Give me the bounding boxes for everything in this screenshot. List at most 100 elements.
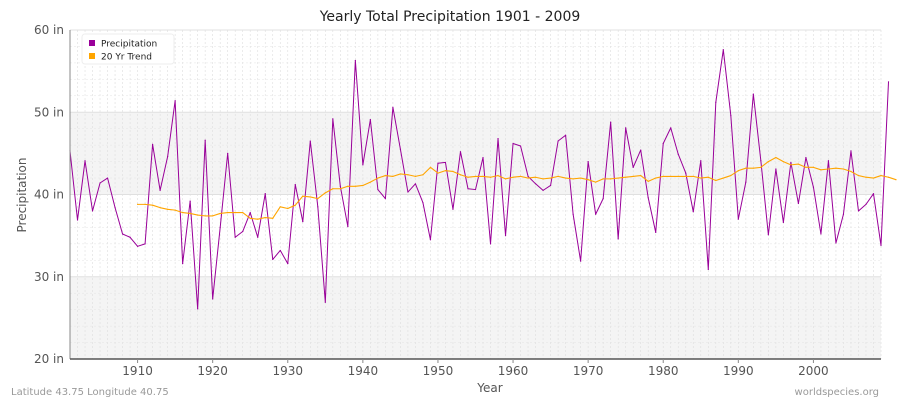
data-point-precipitation <box>287 262 289 265</box>
data-point-precipitation <box>167 156 169 158</box>
data-point-precipitation <box>437 162 439 164</box>
data-point-precipitation <box>136 245 139 247</box>
data-point-precipitation <box>557 140 559 142</box>
data-point-precipitation <box>534 183 537 185</box>
data-point-precipitation <box>730 114 732 117</box>
data-point-precipitation <box>707 268 709 270</box>
data-point-20-yr-trend <box>565 177 567 179</box>
data-point-20-yr-trend <box>332 188 334 190</box>
data-point-20-yr-trend <box>842 168 845 170</box>
data-point-20-yr-trend <box>692 175 694 177</box>
data-point-precipitation <box>865 203 867 205</box>
data-point-precipitation <box>542 189 544 191</box>
data-point-20-yr-trend <box>242 212 244 214</box>
data-point-precipitation <box>264 193 266 195</box>
data-point-20-yr-trend <box>422 174 424 176</box>
data-point-precipitation <box>377 188 379 191</box>
data-point-precipitation <box>159 189 161 191</box>
data-point-20-yr-trend <box>174 209 176 211</box>
data-point-precipitation <box>572 213 574 215</box>
y-tick-label: 30 in <box>34 270 64 284</box>
legend-box <box>81 33 175 65</box>
data-point-20-yr-trend <box>429 166 432 168</box>
data-point-precipitation <box>760 160 762 162</box>
data-point-20-yr-trend <box>309 196 311 198</box>
data-point-20-yr-trend <box>685 175 687 177</box>
y-tick-label: 20 in <box>34 352 64 366</box>
data-point-20-yr-trend <box>534 176 537 178</box>
data-point-20-yr-trend <box>662 175 664 177</box>
data-point-20-yr-trend <box>827 168 830 170</box>
data-point-precipitation <box>317 206 319 208</box>
data-point-20-yr-trend <box>279 206 281 208</box>
data-point-20-yr-trend <box>625 176 627 178</box>
data-point-precipitation <box>625 127 627 129</box>
data-point-precipitation <box>790 161 792 164</box>
x-tick-label: 1970 <box>573 364 604 378</box>
data-point-precipitation <box>835 242 837 244</box>
data-point-precipitation <box>820 233 822 235</box>
data-point-20-yr-trend <box>152 204 154 206</box>
data-point-precipitation <box>482 156 484 159</box>
data-point-precipitation <box>587 161 589 163</box>
data-point-precipitation <box>745 181 747 183</box>
data-point-20-yr-trend <box>745 167 747 169</box>
data-point-20-yr-trend <box>865 176 867 178</box>
series-points-precipitation <box>69 49 890 310</box>
data-point-precipitation <box>812 186 815 188</box>
data-point-20-yr-trend <box>805 166 807 168</box>
data-point-precipitation <box>204 139 206 141</box>
data-point-20-yr-trend <box>512 176 514 178</box>
data-point-precipitation <box>444 161 447 164</box>
data-point-20-yr-trend <box>204 215 206 217</box>
data-point-precipitation <box>647 197 649 199</box>
data-point-precipitation <box>429 239 432 241</box>
data-point-20-yr-trend <box>504 178 507 180</box>
data-point-precipitation <box>610 121 612 123</box>
data-point-20-yr-trend <box>632 175 634 177</box>
chart-title: Yearly Total Precipitation 1901 - 2009 <box>319 9 581 25</box>
data-point-20-yr-trend <box>602 178 604 180</box>
data-point-precipitation <box>354 59 356 62</box>
data-point-20-yr-trend <box>272 217 274 219</box>
data-point-20-yr-trend <box>752 167 754 169</box>
data-point-precipitation <box>497 137 499 140</box>
data-point-20-yr-trend <box>467 176 469 178</box>
data-point-20-yr-trend <box>767 161 769 163</box>
data-point-precipitation <box>565 134 567 136</box>
data-point-precipitation <box>519 145 522 147</box>
data-point-20-yr-trend <box>655 177 657 179</box>
data-point-20-yr-trend <box>760 166 762 168</box>
data-point-precipitation <box>872 193 875 195</box>
data-point-precipitation <box>512 142 514 145</box>
data-point-20-yr-trend <box>640 174 642 177</box>
data-point-20-yr-trend <box>857 174 860 177</box>
data-point-precipitation <box>219 226 221 228</box>
data-point-precipitation <box>76 219 79 221</box>
data-point-precipitation <box>257 236 259 238</box>
data-point-precipitation <box>797 202 800 205</box>
data-point-precipitation <box>452 208 454 210</box>
series-line-precipitation <box>69 49 890 310</box>
data-point-precipitation <box>152 143 154 145</box>
data-point-precipitation <box>174 100 176 102</box>
data-point-precipitation <box>474 188 477 191</box>
data-point-precipitation <box>272 258 274 261</box>
data-point-20-yr-trend <box>452 170 454 173</box>
data-point-20-yr-trend <box>542 178 544 180</box>
data-point-20-yr-trend <box>384 174 386 177</box>
x-tick-label: 1910 <box>122 364 153 378</box>
data-point-precipitation <box>715 101 717 103</box>
data-point-20-yr-trend <box>324 192 326 194</box>
data-point-20-yr-trend <box>595 181 597 183</box>
data-point-precipitation <box>459 151 462 153</box>
data-point-20-yr-trend <box>399 173 402 175</box>
data-point-20-yr-trend <box>369 181 371 183</box>
data-point-precipitation <box>775 168 777 170</box>
data-point-precipitation <box>279 249 281 252</box>
data-point-20-yr-trend <box>339 188 341 190</box>
data-point-precipitation <box>212 298 214 300</box>
x-tick-label: 1940 <box>348 364 379 378</box>
data-point-precipitation <box>91 210 94 212</box>
data-point-precipitation <box>197 308 199 310</box>
